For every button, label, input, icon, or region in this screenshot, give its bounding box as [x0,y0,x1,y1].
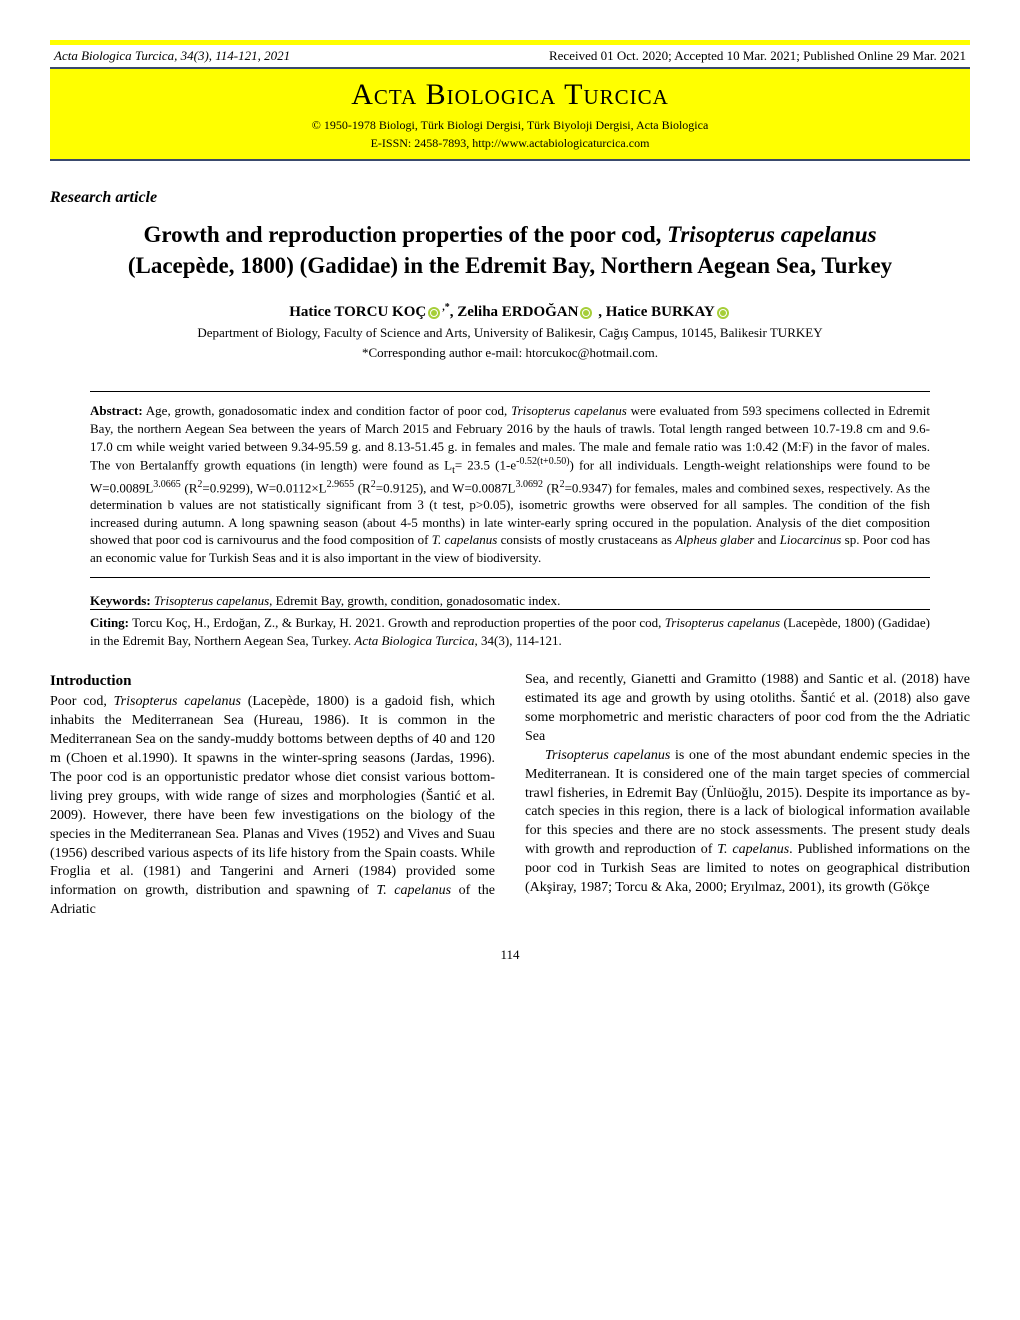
abstract-eq1: = 23.5 (1-e [455,457,516,472]
col2-para-2: Trisopterus capelanus is one of the most… [525,747,970,898]
col1-text-1: Poor cod, [50,694,114,709]
journal-issn: E-ISSN: 2458-7893, http://www.actabiolog… [50,135,970,151]
article-title: Growth and reproduction properties of th… [100,219,920,281]
orcid-icon[interactable] [428,307,440,319]
corresponding-author: *Corresponding author e-mail: htorcukoc@… [50,344,970,362]
abstract-text-1: Age, growth, gonadosomatic index and con… [143,403,511,418]
col2-text-2: is one of the most abundant endemic spec… [525,748,970,857]
journal-reference: Acta Biologica Turcica, 34(3), 114-121, … [54,47,290,65]
abstract-label: Abstract: [90,403,143,418]
publication-dates: Received 01 Oct. 2020; Accepted 10 Mar. … [549,47,966,65]
abstract-eq5: (R [354,480,371,495]
citing-journal: Acta Biologica Turcica, [354,633,481,648]
abstract-species-4: Liocarcinus [780,532,842,547]
citing-species: Trisopterus capelanus [665,615,780,630]
citing-label: Citing: [90,615,129,630]
journal-title: Acta Biologica Turcica [50,75,970,116]
abstract-text-3: consists of mostly crustaceans as [497,532,675,547]
orcid-icon[interactable] [717,307,729,319]
article-type: Research article [50,187,970,209]
title-part-2: (Lacepède, 1800) (Gadidae) in the Edremi… [128,253,892,278]
col1-text-2: (Lacepède, 1800) is a gadoid fish, which… [50,694,495,898]
col1-species-1: Trisopterus capelanus [114,694,241,709]
affiliation: Department of Biology, Faculty of Scienc… [50,324,970,342]
abstract-exp1: -0.52(t+0.50) [516,456,569,467]
col2-species-1: Trisopterus capelanus [545,748,670,763]
journal-banner: Acta Biologica Turcica © 1950-1978 Biolo… [50,67,970,162]
keywords-rest: , Edremit Bay, growth, condition, gonado… [269,593,560,608]
abstract-exp3: 2.9655 [327,479,355,490]
col2-species-2: T. capelanus [717,842,789,857]
journal-subtitle: © 1950-1978 Biologi, Türk Biologi Dergis… [50,117,970,133]
title-species: Trisopterus capelanus [667,222,876,247]
citing-text-3: 34(3), 114-121. [481,633,562,648]
abstract-eq3: (R [181,480,198,495]
col2-text-1: Sea, and recently, Gianetti and Gramitto… [525,672,970,744]
page-number: 114 [50,946,970,964]
abstract-species-1: Trisopterus capelanus [511,403,627,418]
keywords-species: Trisopterus capelanus [154,593,269,608]
column-right: Sea, and recently, Gianetti and Gramitto… [525,671,970,920]
author-3: Hatice BURKAY [606,304,715,320]
orcid-icon[interactable] [580,307,592,319]
keywords-line: Keywords: Trisopterus capelanus, Edremit… [90,592,930,610]
abstract-species-3: Alpheus glaber [675,532,754,547]
abstract-and: and [754,532,779,547]
abstract-eq6: =0.9125), and W=0.0087L [376,480,516,495]
body-columns: Introduction Poor cod, Trisopterus capel… [50,671,970,920]
keywords-label: Keywords: [90,593,151,608]
abstract-exp4: 3.0692 [515,479,543,490]
intro-heading: Introduction [50,671,495,691]
column-left: Introduction Poor cod, Trisopterus capel… [50,671,495,920]
title-part-1: Growth and reproduction properties of th… [143,222,667,247]
abstract-eq7: (R [543,480,560,495]
abstract-eq4: =0.9299), W=0.0112×L [202,480,326,495]
citing-text-1: Torcu Koç, H., Erdoğan, Z., & Burkay, H.… [129,615,665,630]
abstract-species-2: T. capelanus [432,532,498,547]
citing-box: Citing: Torcu Koç, H., Erdoğan, Z., & Bu… [90,609,930,649]
author-2: Zeliha ERDOĞAN [457,304,578,320]
header-bar: Acta Biologica Turcica, 34(3), 114-121, … [50,40,970,67]
abstract-exp2: 3.0665 [153,479,181,490]
abstract-box: Abstract: Age, growth, gonadosomatic ind… [90,391,930,577]
authors-line: Hatice TORCU KOÇ,*, Zeliha ERDOĞAN , Hat… [50,301,970,322]
col1-species-2: T. capelanus [376,883,451,898]
author-1-sup: ,* [442,302,450,313]
author-1: Hatice TORCU KOÇ [289,304,426,320]
